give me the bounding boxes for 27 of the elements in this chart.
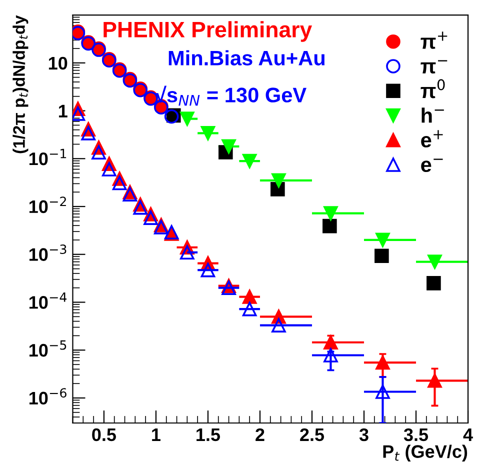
x-tick-label: 0.5 xyxy=(92,428,116,442)
y-tick-label: 10$^{−1}$ xyxy=(29,148,66,166)
x-tick-label: 2 xyxy=(256,428,264,441)
legend-label: π$^{−}$ xyxy=(420,60,448,74)
x-tick-label: 4 xyxy=(463,428,473,441)
legend-label: e$^{+}$ xyxy=(421,130,443,148)
x-tick-label: 1 xyxy=(152,428,160,441)
y-tick-label: 10$^{−2}$ xyxy=(29,196,66,214)
y-tick-label: 10 xyxy=(48,56,68,70)
annotation: Min.Bias Au+Au xyxy=(168,50,324,66)
x-tick-label: 3.5 xyxy=(404,428,428,442)
y-tick-label: 10$^{−6}$ xyxy=(29,388,66,405)
x-tick-label: 2.5 xyxy=(300,428,324,442)
y-tick-label: 10$^{−5}$ xyxy=(29,340,66,357)
legend-label: π$^{+}$ xyxy=(420,32,448,49)
annotation: √s$_{NN}$ = 130 GeV xyxy=(155,86,306,106)
legend-label: π$^{0}$ xyxy=(420,79,445,98)
legend-label: e$^{−}$ xyxy=(421,158,443,172)
x-axis-title: P$_{t}$ (GeV/c) xyxy=(383,444,468,462)
chart-title: PHENIX Preliminary xyxy=(104,21,312,42)
x-tick-label: 1.5 xyxy=(196,428,220,442)
legend-label: h$^{−}$ xyxy=(422,108,444,123)
y-tick-label: 10$^{−4}$ xyxy=(29,292,67,309)
y-axis-title: (1/2π p$_{t}$)dN/dp$_{t}$dy xyxy=(12,15,28,154)
y-tick-label: 10$^{−3}$ xyxy=(29,244,66,261)
y-tick-label: 1 xyxy=(58,104,68,118)
x-tick-label: 3 xyxy=(359,428,368,442)
